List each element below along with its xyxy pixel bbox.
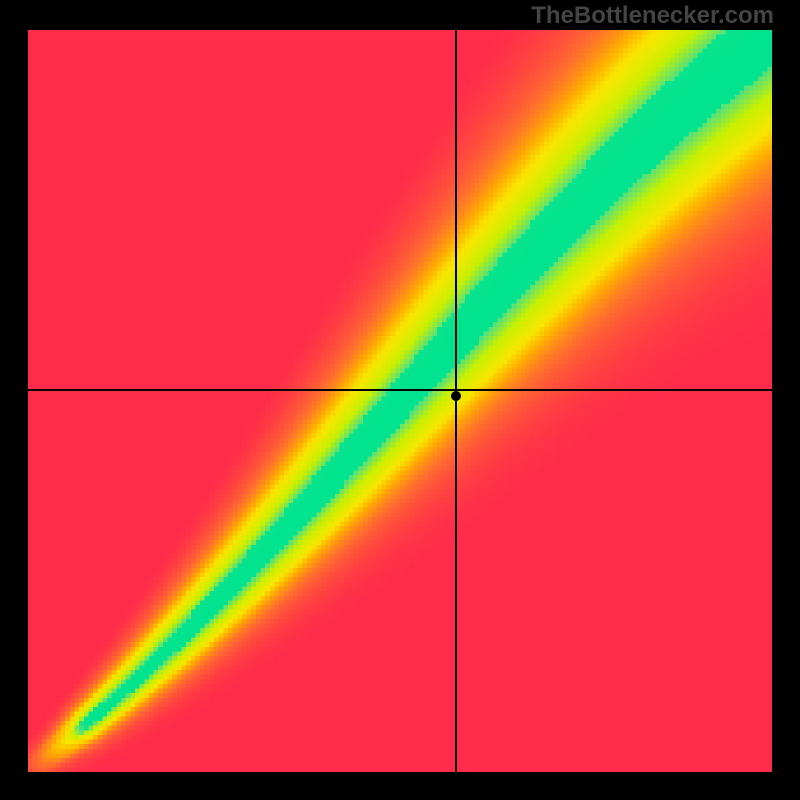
bottleneck-heatmap xyxy=(28,30,772,772)
crosshair-vertical xyxy=(455,30,457,772)
crosshair-horizontal xyxy=(28,389,772,391)
data-point-marker xyxy=(451,391,461,401)
chart-container: TheBottlenecker.com xyxy=(0,0,800,800)
watermark-label: TheBottlenecker.com xyxy=(531,2,774,30)
